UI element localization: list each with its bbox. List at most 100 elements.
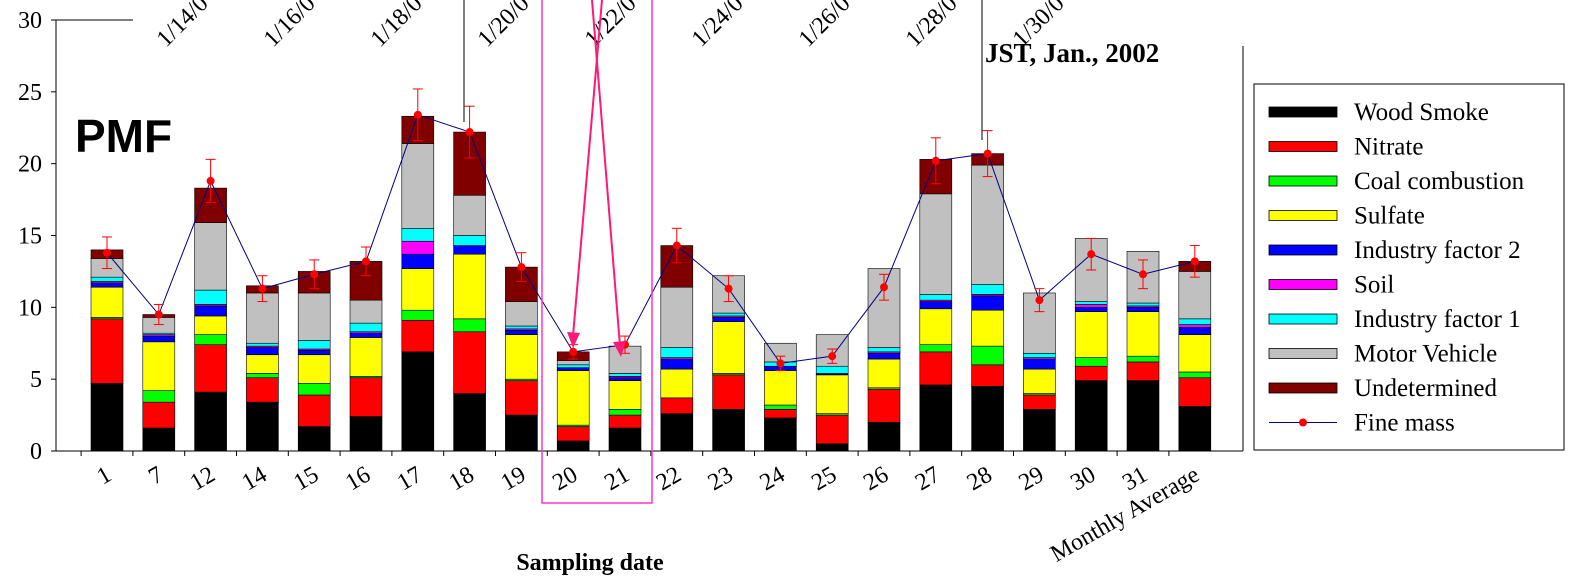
bar-segment — [246, 373, 279, 379]
fine-mass-marker — [1190, 257, 1199, 266]
fine-mass-marker — [569, 347, 578, 356]
bar-segment — [971, 345, 1004, 366]
bar-segment — [712, 312, 745, 317]
bar-segment — [349, 299, 383, 324]
bar-segment — [608, 373, 642, 377]
bar-segment — [194, 315, 227, 335]
bar-segment — [297, 383, 331, 396]
bar-segment — [349, 337, 383, 377]
bar-segment — [505, 334, 538, 380]
bar-segment — [401, 309, 435, 321]
x-tick-label: 29 — [1015, 462, 1049, 497]
bar-segment — [556, 426, 590, 442]
bar-segment — [1178, 406, 1212, 452]
fine-mass-marker — [362, 257, 370, 266]
bar-segment — [142, 401, 176, 429]
legend-label: Nitrate — [1354, 134, 1423, 161]
x-tick-label: 25 — [807, 462, 841, 497]
bar-segment — [815, 374, 849, 414]
bar-segment — [608, 409, 642, 416]
arrow-head — [613, 341, 626, 357]
bar-segment — [764, 404, 797, 410]
bar-segment — [971, 364, 1004, 387]
fine-mass-marker — [1087, 250, 1096, 259]
fine-mass-marker — [103, 248, 111, 257]
bar-segment — [660, 413, 694, 452]
y-tick-label: 15 — [18, 224, 42, 250]
bar-segment — [764, 370, 797, 406]
bar-segment — [297, 354, 331, 384]
bar-segment — [712, 317, 745, 323]
bar-segment — [919, 294, 953, 301]
bar-segment — [1023, 358, 1056, 370]
x-tick-label: 28 — [963, 462, 997, 497]
legend-swatch — [1268, 382, 1338, 394]
x-tick-label: 21 — [600, 462, 634, 497]
bar-segment — [919, 193, 953, 295]
bar-segment — [1074, 365, 1108, 381]
bar-segment — [971, 284, 1004, 295]
bar-segment — [660, 397, 694, 414]
bar-segment — [401, 240, 435, 255]
x-tick-label: 23 — [704, 462, 738, 497]
bar-segment — [194, 334, 227, 345]
x-tick-label: 16 — [341, 462, 375, 497]
bar-segment — [1074, 307, 1108, 312]
chart-subtitle: JST, Jan., 2002 — [985, 38, 1159, 68]
fine-mass-marker — [672, 241, 681, 250]
bar-segment — [246, 377, 279, 403]
y-tick-label: 10 — [18, 295, 42, 321]
bar-segment — [453, 235, 486, 246]
fine-mass-marker — [413, 110, 422, 119]
bar-segment — [90, 286, 124, 318]
bar-segment — [764, 417, 797, 452]
bar-segment — [505, 325, 538, 330]
bar-segment — [764, 409, 797, 419]
bar-segment — [297, 426, 331, 452]
bar-segment — [505, 301, 538, 327]
fine-mass-marker — [465, 128, 474, 137]
bar-segment — [867, 421, 901, 452]
legend-label: Undetermined — [1354, 375, 1498, 402]
bar-segment — [194, 222, 227, 291]
bar-segment — [712, 321, 745, 374]
bar-segment — [349, 322, 383, 333]
bar-segment — [194, 305, 227, 317]
bar-segment — [401, 143, 435, 229]
bar-segment — [297, 350, 331, 356]
x-tick-label: 20 — [548, 462, 582, 497]
bar-segment — [1126, 355, 1160, 363]
bar-segment — [660, 358, 694, 370]
legend-swatch — [1268, 244, 1338, 256]
bar-segment — [556, 360, 590, 366]
bar-segment — [608, 377, 642, 381]
fine-mass-marker — [258, 284, 267, 293]
bar-segment — [867, 358, 901, 389]
legend-swatch — [1268, 348, 1338, 359]
fine-mass-marker — [931, 156, 940, 165]
bar-segment — [142, 427, 176, 452]
bar-segment — [867, 268, 901, 348]
bar-segment — [1126, 380, 1160, 452]
bar-segment — [194, 344, 227, 393]
bar-segment — [246, 342, 279, 347]
bar-segment — [401, 268, 435, 311]
bar-segment — [1126, 302, 1160, 307]
bar-segment — [246, 347, 279, 356]
legend-label: Industry factor 1 — [1354, 306, 1521, 333]
bar-segment — [401, 228, 435, 242]
legend-label: Industry factor 2 — [1354, 237, 1521, 264]
bar-segment — [1126, 361, 1160, 381]
bar-segment — [453, 331, 486, 394]
bar-segment — [142, 341, 176, 391]
bar-segment — [919, 301, 953, 310]
date-annotation: 1/14/0 — [152, 0, 214, 52]
bar-segment — [919, 384, 953, 452]
bar-segment — [660, 347, 694, 358]
bar-segment — [971, 309, 1004, 347]
bar-segment — [453, 245, 486, 255]
x-tick-label: 19 — [497, 462, 531, 497]
legend: Wood Smoke Nitrate Coal combustion Sulfate I… — [1253, 83, 1565, 451]
bar-segment — [246, 354, 279, 374]
legend-line-marker — [1299, 418, 1307, 427]
